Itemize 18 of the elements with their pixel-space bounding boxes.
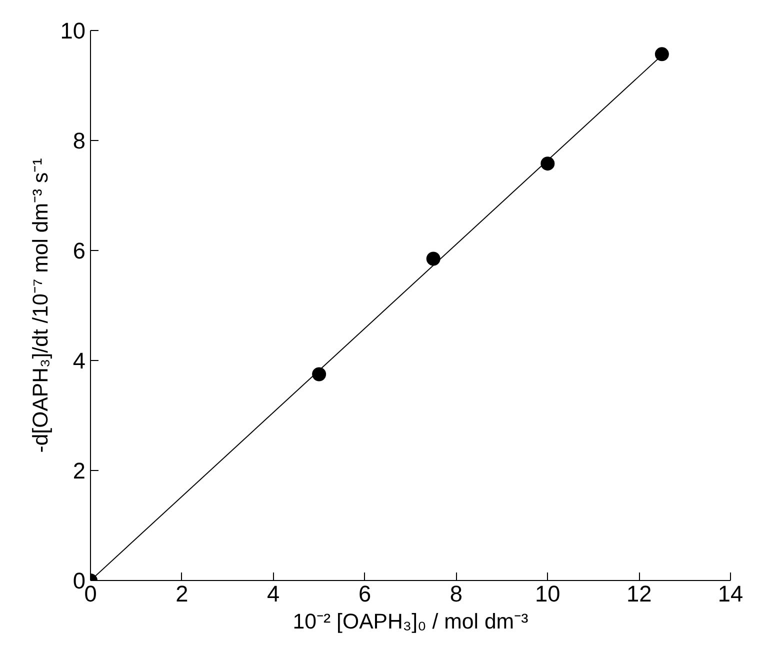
y-tick-label: 4 xyxy=(72,348,86,374)
x-tick-label: 2 xyxy=(176,580,188,606)
x-tick-label: 12 xyxy=(626,580,652,606)
x-tick-label: 6 xyxy=(358,580,372,606)
point xyxy=(540,156,555,171)
x-tick-label: 4 xyxy=(267,580,280,606)
y-tick-label: 6 xyxy=(72,238,86,264)
point xyxy=(654,47,669,62)
x-tick-label: 14 xyxy=(718,580,744,606)
x-tick-label: 10 xyxy=(535,580,560,606)
y-tick-label: 10 xyxy=(60,18,86,44)
point xyxy=(312,367,326,382)
x-tick-label: 8 xyxy=(450,580,463,606)
y-tick-label: 8 xyxy=(72,128,86,154)
x-axis-title: 10⁻² [OAPH₃]₀ / mol dm⁻³ xyxy=(292,610,528,634)
y-tick-label: 2 xyxy=(72,458,86,484)
point xyxy=(426,252,440,266)
y-axis-title: -d[OAPH₃]/dt /10⁻⁷ mol dm⁻³ s⁻¹ xyxy=(28,158,52,453)
